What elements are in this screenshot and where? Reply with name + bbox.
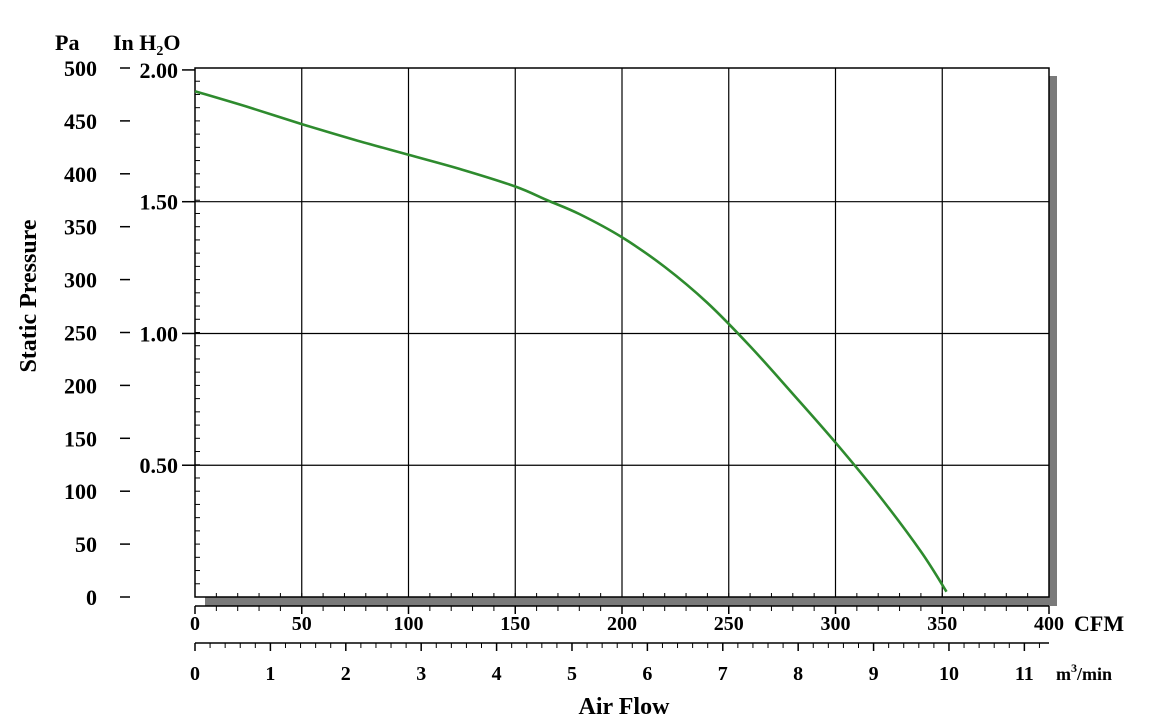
pa-tick-label: 0	[86, 585, 97, 610]
tick-labels: 0 50 100 150 200 250 300 350 400 0 1 2 3 4 5 6 7 8 9 10 11 0 5…	[64, 56, 1064, 685]
pa-tick-label: 400	[64, 162, 97, 187]
unit-pa-label: Pa	[55, 30, 79, 55]
m3-tick-label: 1	[265, 663, 275, 685]
cfm-tick-label: 300	[821, 613, 851, 635]
pa-tick-label: 450	[64, 109, 97, 134]
m3-tick-label: 4	[492, 663, 502, 685]
unit-inh2o-sub: 2	[156, 44, 163, 59]
pa-tick-label: 250	[64, 321, 97, 346]
m3-tick-label: 9	[869, 663, 879, 685]
cfm-tick-label: 100	[394, 613, 424, 635]
inh2o-tick-label: 2.00	[140, 58, 179, 83]
y-axis-title: Static Pressure	[16, 219, 42, 372]
m3-tick-label: 6	[642, 663, 652, 685]
unit-m3min-label: m3/min	[1056, 661, 1112, 684]
unit-inh2o-label: In H2O	[113, 30, 181, 59]
pa-tick-label: 350	[64, 215, 97, 240]
pa-tick-label: 150	[64, 426, 97, 451]
cfm-tick-label: 400	[1034, 613, 1064, 635]
cfm-tick-label: 50	[292, 613, 312, 635]
pa-tick-label: 100	[64, 479, 97, 504]
unit-inh2o-tail: O	[163, 30, 180, 55]
pa-tick-label: 200	[64, 373, 97, 398]
m3-tick-label: 10	[939, 663, 959, 685]
cfm-tick-label: 250	[714, 613, 744, 635]
m3-tick-label: 8	[793, 663, 803, 685]
unit-inh2o-base: In H	[113, 30, 156, 55]
cfm-tick-label: 200	[607, 613, 637, 635]
pa-tick-label: 300	[64, 268, 97, 293]
frame-shadow-bottom	[205, 597, 1057, 606]
cfm-tick-label: 0	[190, 613, 200, 635]
unit-m3-tail: /min	[1076, 664, 1112, 684]
series-curve	[194, 90, 948, 593]
m3-tick-label: 3	[416, 663, 426, 685]
series-group	[194, 90, 948, 593]
m3-tick-label: 2	[341, 663, 351, 685]
unit-m3-base: m	[1056, 664, 1071, 684]
pa-tick-label: 50	[75, 532, 97, 557]
m3-tick-label: 5	[567, 663, 577, 685]
minor-ticks	[120, 67, 1050, 651]
unit-cfm-label: CFM	[1074, 611, 1124, 636]
unit-m3-sup: 3	[1071, 661, 1077, 675]
grid-lines	[195, 68, 1049, 597]
cfm-tick-label: 150	[500, 613, 530, 635]
cfm-tick-label: 350	[927, 613, 957, 635]
m3-tick-label: 11	[1015, 663, 1034, 685]
inh2o-tick-label: 1.00	[140, 321, 179, 346]
inh2o-tick-label: 1.50	[140, 190, 179, 215]
inh2o-tick-label: 0.50	[140, 453, 179, 478]
m3-tick-label: 7	[718, 663, 728, 685]
frame-shadow-right	[1049, 76, 1057, 606]
m3-tick-label: 0	[190, 663, 200, 685]
x-axis-title: Air Flow	[579, 694, 671, 720]
pa-tick-label: 500	[64, 56, 97, 81]
